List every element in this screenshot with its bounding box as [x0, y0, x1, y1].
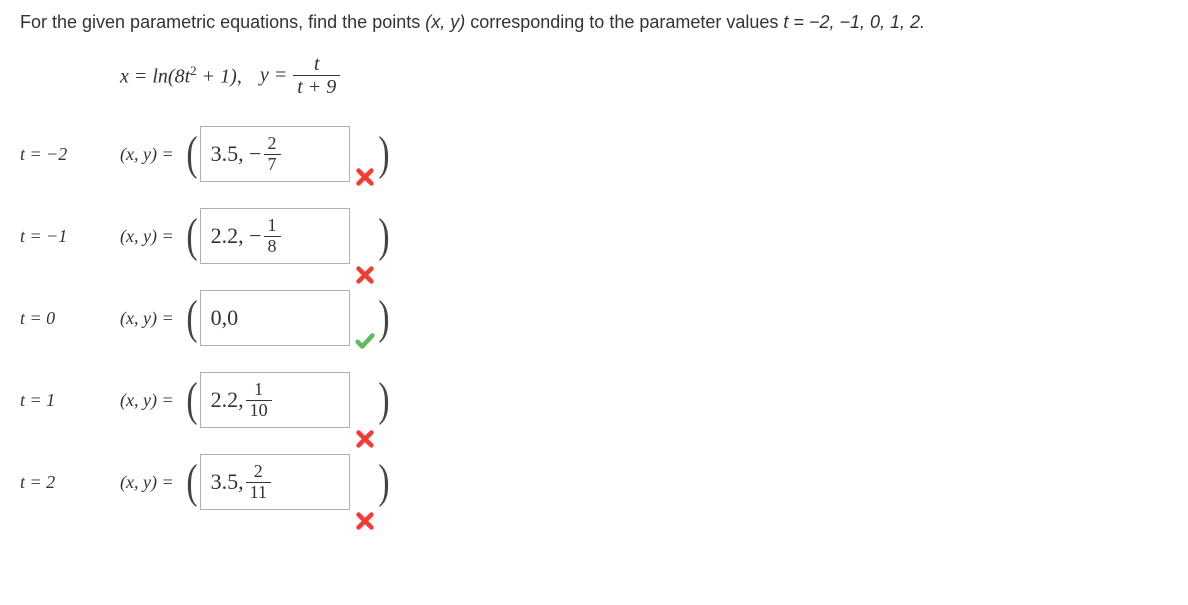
answer-content: 3.5, 211 [211, 462, 271, 503]
question-prefix: For the given parametric equations, find… [20, 12, 425, 32]
answer-content: 0,0 [211, 305, 239, 331]
question-tvals: t = −2, −1, 0, 1, 2. [783, 12, 925, 32]
answer-content: 2.2, 110 [211, 380, 272, 421]
answer-row: t = −2(x, y) = (3.5, − 27) [20, 126, 1168, 182]
answer-input[interactable]: 2.2, − 18 [200, 208, 350, 264]
answer-row: t = 1(x, y) = (2.2, 110) [20, 372, 1168, 428]
answer-input[interactable]: 3.5, − 27 [200, 126, 350, 182]
answer-text: 2.2, [211, 387, 244, 413]
paren-wrapper: (2.2, − 18) [184, 208, 392, 264]
answer-row: t = −1(x, y) = (2.2, − 18) [20, 208, 1168, 264]
answer-row: t = 2(x, y) = (3.5, 211) [20, 454, 1168, 510]
fraction-numerator: 1 [250, 380, 267, 400]
answer-rows: t = −2(x, y) =(3.5, − 27)t = −1(x, y) =(… [20, 126, 1168, 510]
eq-y-fraction: t t + 9 [293, 53, 340, 98]
fraction-numerator: 1 [264, 216, 281, 236]
answer-fraction: 27 [264, 134, 281, 175]
answer-content: 2.2, − 18 [211, 216, 281, 257]
paren-wrapper: (3.5, 211) [184, 454, 392, 510]
t-label: t = 2 [20, 472, 120, 493]
eq-y-numerator: t [310, 53, 324, 75]
xy-label: (x, y) = [120, 308, 174, 329]
xy-label: (x, y) = [120, 144, 174, 165]
fraction-denominator: 11 [246, 482, 271, 503]
answer-text: 2.2, − [211, 223, 262, 249]
answer-fraction: 211 [246, 462, 271, 503]
answer-content: 3.5, − 27 [211, 134, 281, 175]
answer-fraction: 18 [264, 216, 281, 257]
answer-text: 3.5, − [211, 141, 262, 167]
fraction-numerator: 2 [250, 462, 267, 482]
eq-x-text: x = ln(8t [120, 65, 190, 87]
equations-display: x = ln(8t2 + 1), y = t t + 9 [120, 53, 1168, 98]
fraction-numerator: 2 [264, 134, 281, 154]
paren-wrapper: (3.5, − 27) [184, 126, 392, 182]
t-label: t = 1 [20, 390, 120, 411]
answer-row: t = 0(x, y) = (0,0) [20, 290, 1168, 346]
eq-x-suffix: + 1), [197, 65, 242, 87]
eq-y-label: y = [260, 64, 287, 87]
xy-label: (x, y) = [120, 472, 174, 493]
question-mid: corresponding to the parameter values [465, 12, 783, 32]
paren-wrapper: (2.2, 110) [184, 372, 392, 428]
cross-icon [354, 428, 376, 450]
eq-y-denominator: t + 9 [293, 75, 340, 98]
answer-fraction: 110 [246, 380, 272, 421]
equation-y: y = t t + 9 [260, 53, 340, 98]
cross-icon [354, 166, 376, 188]
fraction-denominator: 10 [246, 400, 272, 421]
answer-input[interactable]: 2.2, 110 [200, 372, 350, 428]
cross-icon [354, 264, 376, 286]
fraction-denominator: 7 [264, 154, 281, 175]
answer-text: 0,0 [211, 305, 239, 331]
equation-x: x = ln(8t2 + 1), [120, 63, 242, 89]
question-xy: (x, y) [425, 12, 465, 32]
paren-wrapper: (0,0) [184, 290, 392, 346]
check-icon [354, 330, 376, 352]
answer-input[interactable]: 3.5, 211 [200, 454, 350, 510]
t-label: t = 0 [20, 308, 120, 329]
cross-icon [354, 510, 376, 532]
answer-input[interactable]: 0,0 [200, 290, 350, 346]
xy-label: (x, y) = [120, 390, 174, 411]
xy-label: (x, y) = [120, 226, 174, 247]
question-text: For the given parametric equations, find… [20, 12, 1168, 33]
t-label: t = −1 [20, 226, 120, 247]
answer-text: 3.5, [211, 469, 244, 495]
t-label: t = −2 [20, 144, 120, 165]
fraction-denominator: 8 [264, 236, 281, 257]
